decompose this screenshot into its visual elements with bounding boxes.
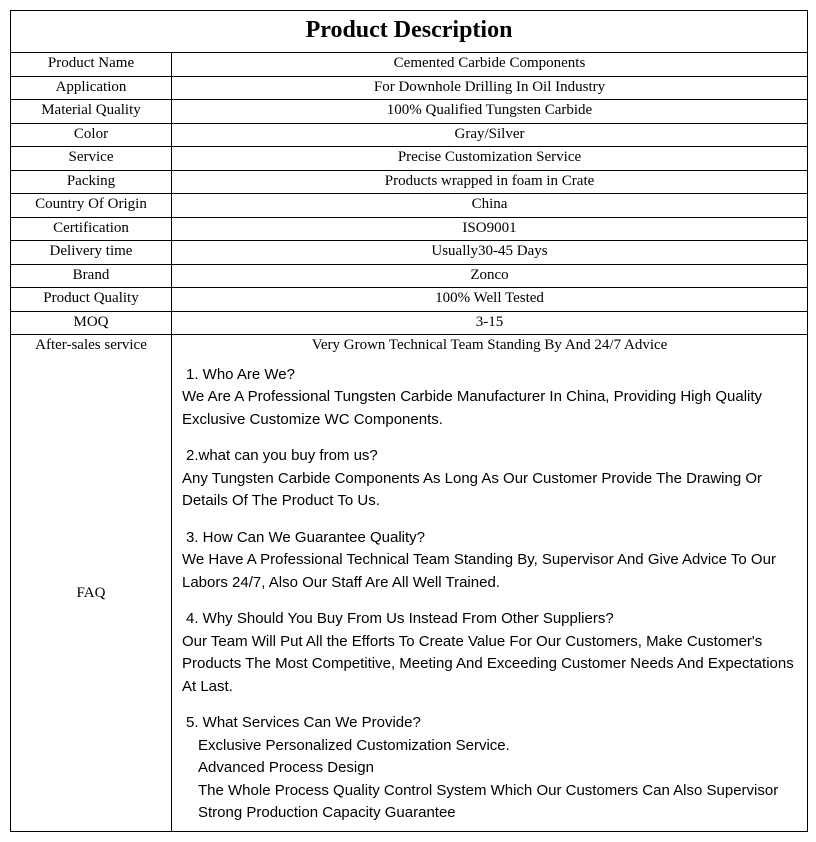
table-row: Country Of OriginChina (11, 194, 807, 218)
faq-label: FAQ (11, 358, 172, 831)
row-label: Product Name (11, 53, 172, 76)
table-row: Delivery timeUsually30-45 Days (11, 241, 807, 265)
row-label: MOQ (11, 311, 172, 335)
row-value: Cemented Carbide Components (172, 53, 808, 76)
faq-a5-line4: Strong Production Capacity Guarantee (182, 802, 799, 825)
table-title: Product Description (11, 11, 807, 53)
table-row: MOQ3-15 (11, 311, 807, 335)
row-label: After-sales service (11, 335, 172, 358)
product-description-table: Product Description Product NameCemented… (10, 10, 808, 832)
faq-a2: Any Tungsten Carbide Components As Long … (176, 468, 799, 513)
row-label: Packing (11, 170, 172, 194)
faq-q1: 1. Who Are We? (176, 364, 799, 387)
row-value: Very Grown Technical Team Standing By An… (172, 335, 808, 358)
row-value: Precise Customization Service (172, 147, 808, 171)
faq-q4: 4. Why Should You Buy From Us Instead Fr… (176, 608, 799, 631)
row-label: Color (11, 123, 172, 147)
spec-table: Product NameCemented Carbide ComponentsA… (11, 53, 807, 831)
table-row: PackingProducts wrapped in foam in Crate (11, 170, 807, 194)
table-row: Product NameCemented Carbide Components (11, 53, 807, 76)
table-row: ColorGray/Silver (11, 123, 807, 147)
row-value: ISO9001 (172, 217, 808, 241)
faq-content: 1. Who Are We? We Are A Professional Tun… (172, 358, 808, 831)
row-value: 3-15 (172, 311, 808, 335)
row-value: 100% Qualified Tungsten Carbide (172, 100, 808, 124)
row-value: Usually30-45 Days (172, 241, 808, 265)
faq-a5-line1: Exclusive Personalized Customization Ser… (182, 735, 799, 758)
row-label: Material Quality (11, 100, 172, 124)
row-label: Country Of Origin (11, 194, 172, 218)
row-label: Delivery time (11, 241, 172, 265)
table-row: ApplicationFor Downhole Drilling In Oil … (11, 76, 807, 100)
row-label: Certification (11, 217, 172, 241)
faq-a1: We Are A Professional Tungsten Carbide M… (176, 386, 799, 431)
row-value: For Downhole Drilling In Oil Industry (172, 76, 808, 100)
row-value: Gray/Silver (172, 123, 808, 147)
faq-a5: Exclusive Personalized Customization Ser… (176, 735, 799, 825)
row-value: 100% Well Tested (172, 288, 808, 312)
table-row: BrandZonco (11, 264, 807, 288)
faq-a5-line2: Advanced Process Design (182, 757, 799, 780)
row-value: Products wrapped in foam in Crate (172, 170, 808, 194)
table-row: Product Quality100% Well Tested (11, 288, 807, 312)
faq-q3: 3. How Can We Guarantee Quality? (176, 527, 799, 550)
table-row: Material Quality100% Qualified Tungsten … (11, 100, 807, 124)
row-label: Brand (11, 264, 172, 288)
table-row: ServicePrecise Customization Service (11, 147, 807, 171)
faq-q5: 5. What Services Can We Provide? (176, 712, 799, 735)
faq-a4: Our Team Will Put All the Efforts To Cre… (176, 631, 799, 699)
faq-row: FAQ 1. Who Are We? We Are A Professional… (11, 358, 807, 831)
row-label: Product Quality (11, 288, 172, 312)
table-row: After-sales serviceVery Grown Technical … (11, 335, 807, 358)
row-label: Application (11, 76, 172, 100)
faq-a3: We Have A Professional Technical Team St… (176, 549, 799, 594)
row-label: Service (11, 147, 172, 171)
table-row: CertificationISO9001 (11, 217, 807, 241)
faq-q2: 2.what can you buy from us? (176, 445, 799, 468)
row-value: China (172, 194, 808, 218)
row-value: Zonco (172, 264, 808, 288)
